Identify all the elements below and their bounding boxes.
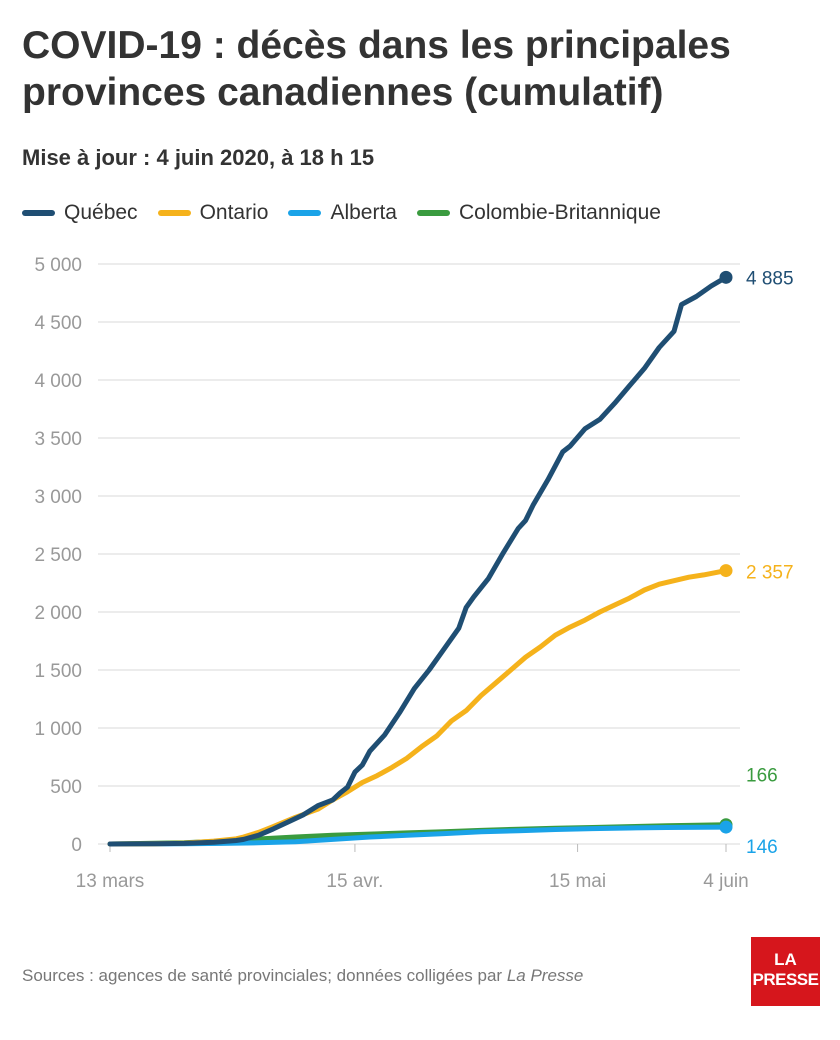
x-tick-label: 15 avr. <box>326 871 383 892</box>
y-tick-label: 2 000 <box>34 603 82 624</box>
series-end-dot-alberta <box>719 820 733 834</box>
legend-label-ontario: Ontario <box>199 201 269 224</box>
series-line-ontario <box>107 568 729 847</box>
series-layer <box>107 270 733 847</box>
series-end-dot-quebec <box>719 270 733 284</box>
series-line-quebec <box>107 274 729 847</box>
legend-swatch-ontario <box>157 210 191 216</box>
logo-line-2: PRESSE <box>752 970 819 989</box>
legend-item-alberta: Alberta <box>288 201 397 225</box>
source-text: Sources : agences de santé provinciales;… <box>22 966 507 985</box>
legend-item-bc: Colombie-Britannique <box>416 201 661 225</box>
x-tick-label: 4 juin <box>703 871 748 892</box>
legend: Québec Ontario Alberta Colombie-Britanni… <box>22 201 661 225</box>
legend-label-bc: Colombie-Britannique <box>458 201 661 224</box>
y-tick-label: 4 500 <box>34 313 82 334</box>
end-label-quebec: 4 885 <box>746 268 794 289</box>
legend-swatch-quebec <box>22 210 55 216</box>
y-tick-label: 5 000 <box>34 255 82 276</box>
y-tick-label: 3 500 <box>34 429 82 450</box>
y-tick-label: 1 000 <box>34 719 82 740</box>
grid-layer <box>98 263 740 852</box>
series-line-alberta <box>107 824 729 847</box>
legend-item-quebec: Québec <box>22 201 138 225</box>
line-chart: 0 500 1 000 1 500 2 000 2 500 3 000 3 500 4 000 4… <box>34 255 793 892</box>
y-tick-label: 0 <box>71 835 82 856</box>
x-tick-label: 15 mai <box>549 871 606 892</box>
logo-line-1: LA <box>774 950 797 969</box>
label-layer: 0 500 1 000 1 500 2 000 2 500 3 000 3 500 4 000 4… <box>34 255 793 892</box>
y-tick-label: 4 000 <box>34 371 82 392</box>
la-presse-logo[interactable]: LA PRESSE <box>751 937 820 1006</box>
x-tick-label: 13 mars <box>76 871 145 892</box>
y-tick-label: 3 000 <box>34 487 82 508</box>
end-label-ontario: 2 357 <box>746 563 794 584</box>
y-tick-label: 500 <box>50 777 82 798</box>
legend-item-ontario: Ontario <box>157 201 269 225</box>
legend-swatch-bc <box>416 210 450 216</box>
end-label-bc: 166 <box>746 766 778 787</box>
end-label-alberta: 146 <box>746 837 778 858</box>
y-tick-label: 2 500 <box>34 545 82 566</box>
update-subtitle: Mise à jour : 4 juin 2020, à 18 h 15 <box>22 145 375 170</box>
series-end-dot-ontario <box>719 564 733 578</box>
source-publication: La Presse <box>506 966 584 985</box>
y-tick-label: 1 500 <box>34 661 82 682</box>
source-note: Sources : agences de santé provinciales;… <box>22 966 583 986</box>
legend-label-alberta: Alberta <box>330 201 397 224</box>
legend-swatch-alberta <box>288 210 322 216</box>
chart-title: COVID-19 : décès dans les principales pr… <box>22 24 731 114</box>
legend-label-quebec: Québec <box>64 201 138 224</box>
